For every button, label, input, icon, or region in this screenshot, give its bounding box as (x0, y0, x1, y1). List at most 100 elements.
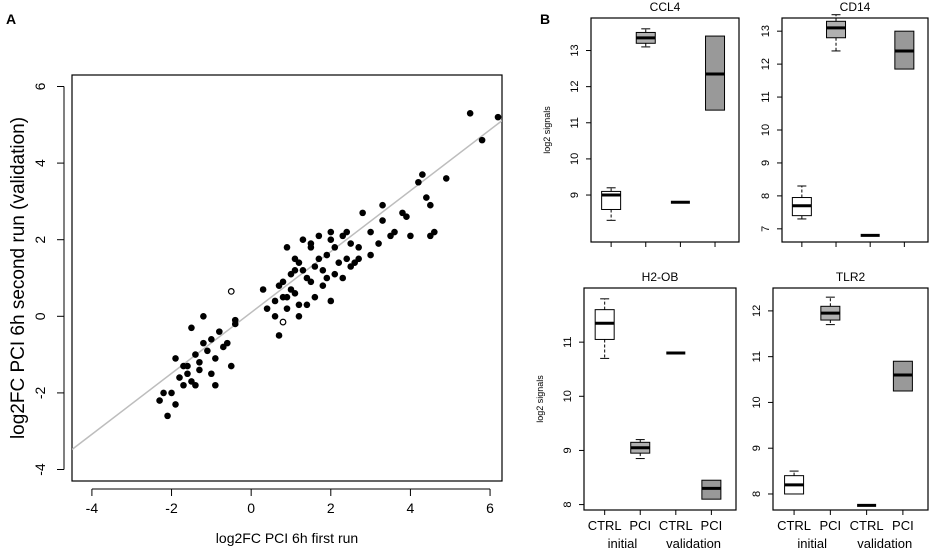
box-ctrl (594, 298, 615, 359)
scatter-point (315, 255, 323, 263)
scatter-point (299, 267, 307, 274)
scatter-point (359, 209, 366, 217)
box-y-tick-label: 9 (760, 160, 772, 166)
boxplot-tlr2: TLR2 8 9 10 11 12 CTRL PCI CTRL PCI initial validat… (751, 270, 929, 551)
scatter-point (184, 370, 191, 378)
box-pci (701, 479, 722, 500)
scatter-point (423, 194, 430, 201)
scatter-point (323, 251, 331, 259)
scatter-point (291, 267, 299, 274)
scatter-point (283, 244, 291, 251)
box-y-tick-label: 11 (760, 91, 772, 102)
scatter-point (355, 244, 362, 251)
group-label: initial (797, 536, 827, 551)
scatter-point (291, 290, 299, 297)
box-title: CCL4 (650, 0, 681, 14)
scatter-point (415, 178, 422, 186)
box-y-tick-label: 11 (562, 336, 574, 347)
scatter-point (299, 236, 307, 243)
box-y-tick-label: 10 (751, 396, 763, 408)
scatter-point (391, 228, 398, 236)
scatter-point (466, 110, 474, 117)
box-x-tick-label: PCI (701, 518, 723, 533)
box-y-tick-label: 11 (569, 117, 581, 128)
scatter-point (295, 301, 303, 309)
scatter-point (156, 397, 163, 404)
y-tick-label: -2 (32, 386, 48, 399)
box-x-axis: CTRL PCI CTRL PCI initial validation (588, 510, 723, 551)
scatter-point (231, 316, 239, 324)
box-x-axis (801, 242, 905, 247)
scatter-point (339, 274, 347, 282)
box-y-tick-label: 12 (760, 58, 772, 70)
scatter-point (355, 255, 362, 263)
box-x-axis (610, 242, 716, 247)
scatter-point (327, 297, 335, 305)
scatter-point (196, 358, 203, 366)
y-tick-label: 2 (32, 236, 48, 244)
scatter-point (379, 217, 386, 224)
scatter-point (478, 136, 486, 144)
scatter-point (192, 381, 199, 389)
scatter-point (311, 293, 319, 301)
box-y-tick-label: 10 (562, 390, 574, 402)
box-y-tick-label: 9 (751, 445, 763, 451)
box-y-tick-label: 9 (562, 447, 574, 453)
scatter-point (323, 274, 331, 282)
y-tick-label: -4 (32, 463, 48, 476)
plot-frame (71, 74, 503, 482)
scatter-point (375, 240, 382, 247)
scatter-point (319, 282, 327, 289)
scatter-point (208, 335, 215, 343)
box-y-tick-label: 8 (760, 193, 772, 199)
box-y-axis-title: log2 signals (535, 375, 545, 423)
box-y-axis: 8 9 10 11 12 (751, 305, 774, 497)
group-label: initial (608, 536, 638, 551)
box-y-tick-label: 11 (751, 351, 763, 362)
scatter-point (331, 244, 339, 251)
box-y-tick-label: 9 (569, 192, 581, 198)
x-tick-label: 0 (247, 500, 255, 516)
scatter-point (271, 313, 279, 320)
panel-label-b: B (540, 11, 550, 27)
scatter-point (164, 412, 171, 420)
scatter-point (180, 362, 187, 370)
series-outliers (227, 288, 287, 326)
scatter-point (399, 209, 406, 217)
scatter-point (303, 301, 311, 309)
boxplot-h2-ob: H2-OB 8 9 10 11 log2 signals CTRL PCI CTRL PCI ini… (535, 270, 737, 551)
box-pci (630, 439, 651, 460)
scatter-point (223, 339, 231, 347)
scatter-point (407, 232, 414, 240)
box-y-tick-label: 8 (751, 491, 763, 497)
y-tick-label: 4 (32, 159, 48, 167)
scatter-point (367, 228, 374, 236)
scatter-point (196, 366, 203, 374)
scatter-point (427, 201, 434, 209)
scatter-point (172, 355, 179, 362)
scatter-point (327, 228, 335, 236)
box-title: H2-OB (642, 270, 679, 284)
scatter-point (192, 351, 199, 358)
scatter-point (295, 259, 303, 266)
box-y-tick-label: 13 (760, 25, 772, 37)
scatter-point (307, 240, 315, 247)
scatter-point (331, 270, 339, 278)
box-y-axis: 7 8 9 10 11 12 13 (760, 25, 783, 232)
scatter-point (494, 113, 502, 121)
box-x-tick-label: CTRL (659, 518, 693, 533)
scatter-point (311, 263, 319, 270)
scatter-point (327, 236, 335, 243)
box-pci (826, 14, 847, 52)
scatter-panel: -4 -2 0 2 4 6 -4 -2 0 2 4 6 log2FC PCI 6h first run l… (8, 74, 503, 546)
scatter-point (200, 339, 207, 347)
box-title: CD14 (840, 0, 871, 14)
box-ctrl (791, 185, 812, 220)
scatter-point (212, 381, 219, 389)
x-tick-label: 6 (486, 500, 494, 516)
box-y-axis: 8 9 10 11 (562, 336, 585, 508)
box-x-tick-label: CTRL (850, 518, 884, 533)
boxplot-cd14: CD14 7 8 9 10 11 12 13 (760, 0, 929, 247)
box-x-tick-label: PCI (892, 518, 914, 533)
scatter-point (307, 278, 315, 286)
